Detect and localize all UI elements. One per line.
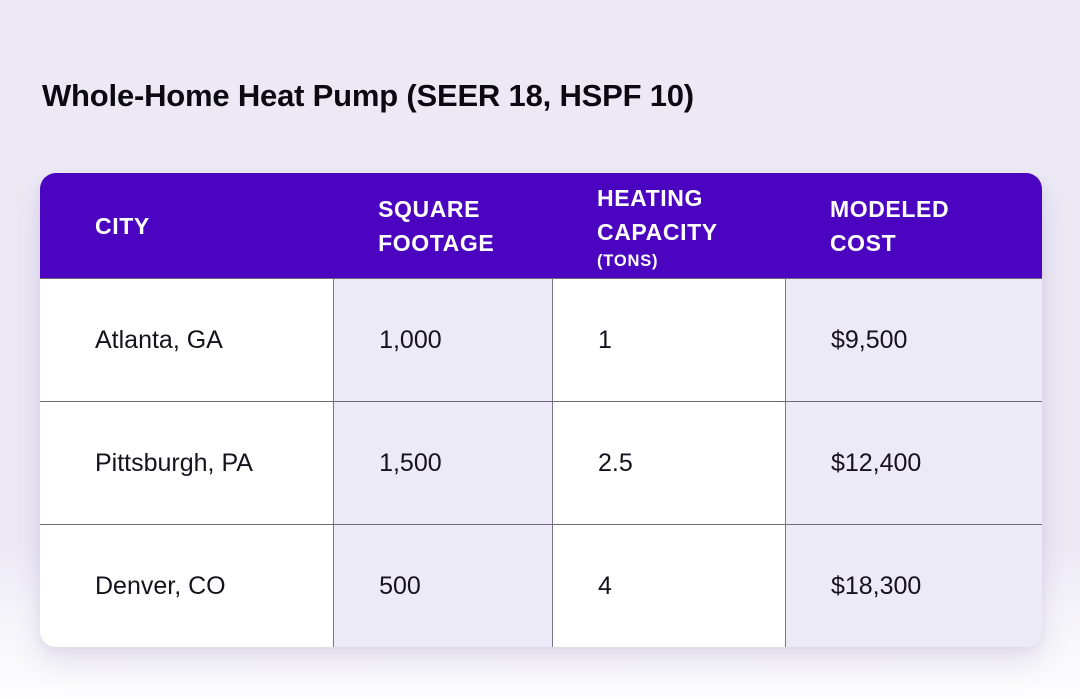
column-header-modeled-cost: MODELED COST	[785, 173, 1042, 278]
column-header-square-footage: SQUARE FOOTAGE	[333, 173, 552, 278]
cell-city: Pittsburgh, PA	[40, 401, 334, 524]
column-header-square-footage-label: SQUARE FOOTAGE	[378, 195, 495, 256]
column-header-heating-capacity-label: HEATING CAPACITY	[597, 184, 718, 245]
cell-city: Denver, CO	[40, 524, 334, 647]
cell-square-footage: 1,000	[333, 278, 552, 401]
table-header-row: CITY SQUARE FOOTAGE HEATING CAPACITY (TO…	[40, 173, 1042, 278]
cell-heating-capacity: 1	[552, 278, 785, 401]
table-row-pittsburgh: Pittsburgh, PA 1,500 2.5 $12,400	[40, 401, 1042, 524]
cell-heating-capacity: 2.5	[552, 401, 785, 524]
column-header-heating-capacity: HEATING CAPACITY (TONS)	[552, 173, 785, 278]
cell-square-footage: 1,500	[333, 401, 552, 524]
cell-heating-capacity: 4	[552, 524, 785, 647]
column-header-city-label: CITY	[95, 212, 150, 239]
cell-city: Atlanta, GA	[40, 278, 334, 401]
cell-modeled-cost: $12,400	[784, 401, 1042, 524]
column-header-city: CITY	[40, 173, 333, 278]
column-header-modeled-cost-label: MODELED COST	[829, 195, 950, 256]
table-row-denver: Denver, CO 500 4 $18,300	[40, 524, 1042, 647]
cell-modeled-cost: $9,500	[784, 278, 1042, 401]
column-header-heating-capacity-units: (TONS)	[597, 251, 659, 270]
table-row-atlanta: Atlanta, GA 1,000 1 $9,500	[40, 278, 1042, 401]
page-title: Whole-Home Heat Pump (SEER 18, HSPF 10)	[42, 78, 694, 113]
cell-modeled-cost: $18,300	[784, 524, 1042, 647]
heat-pump-table: CITY SQUARE FOOTAGE HEATING CAPACITY (TO…	[40, 173, 1042, 647]
cell-square-footage: 500	[333, 524, 552, 647]
